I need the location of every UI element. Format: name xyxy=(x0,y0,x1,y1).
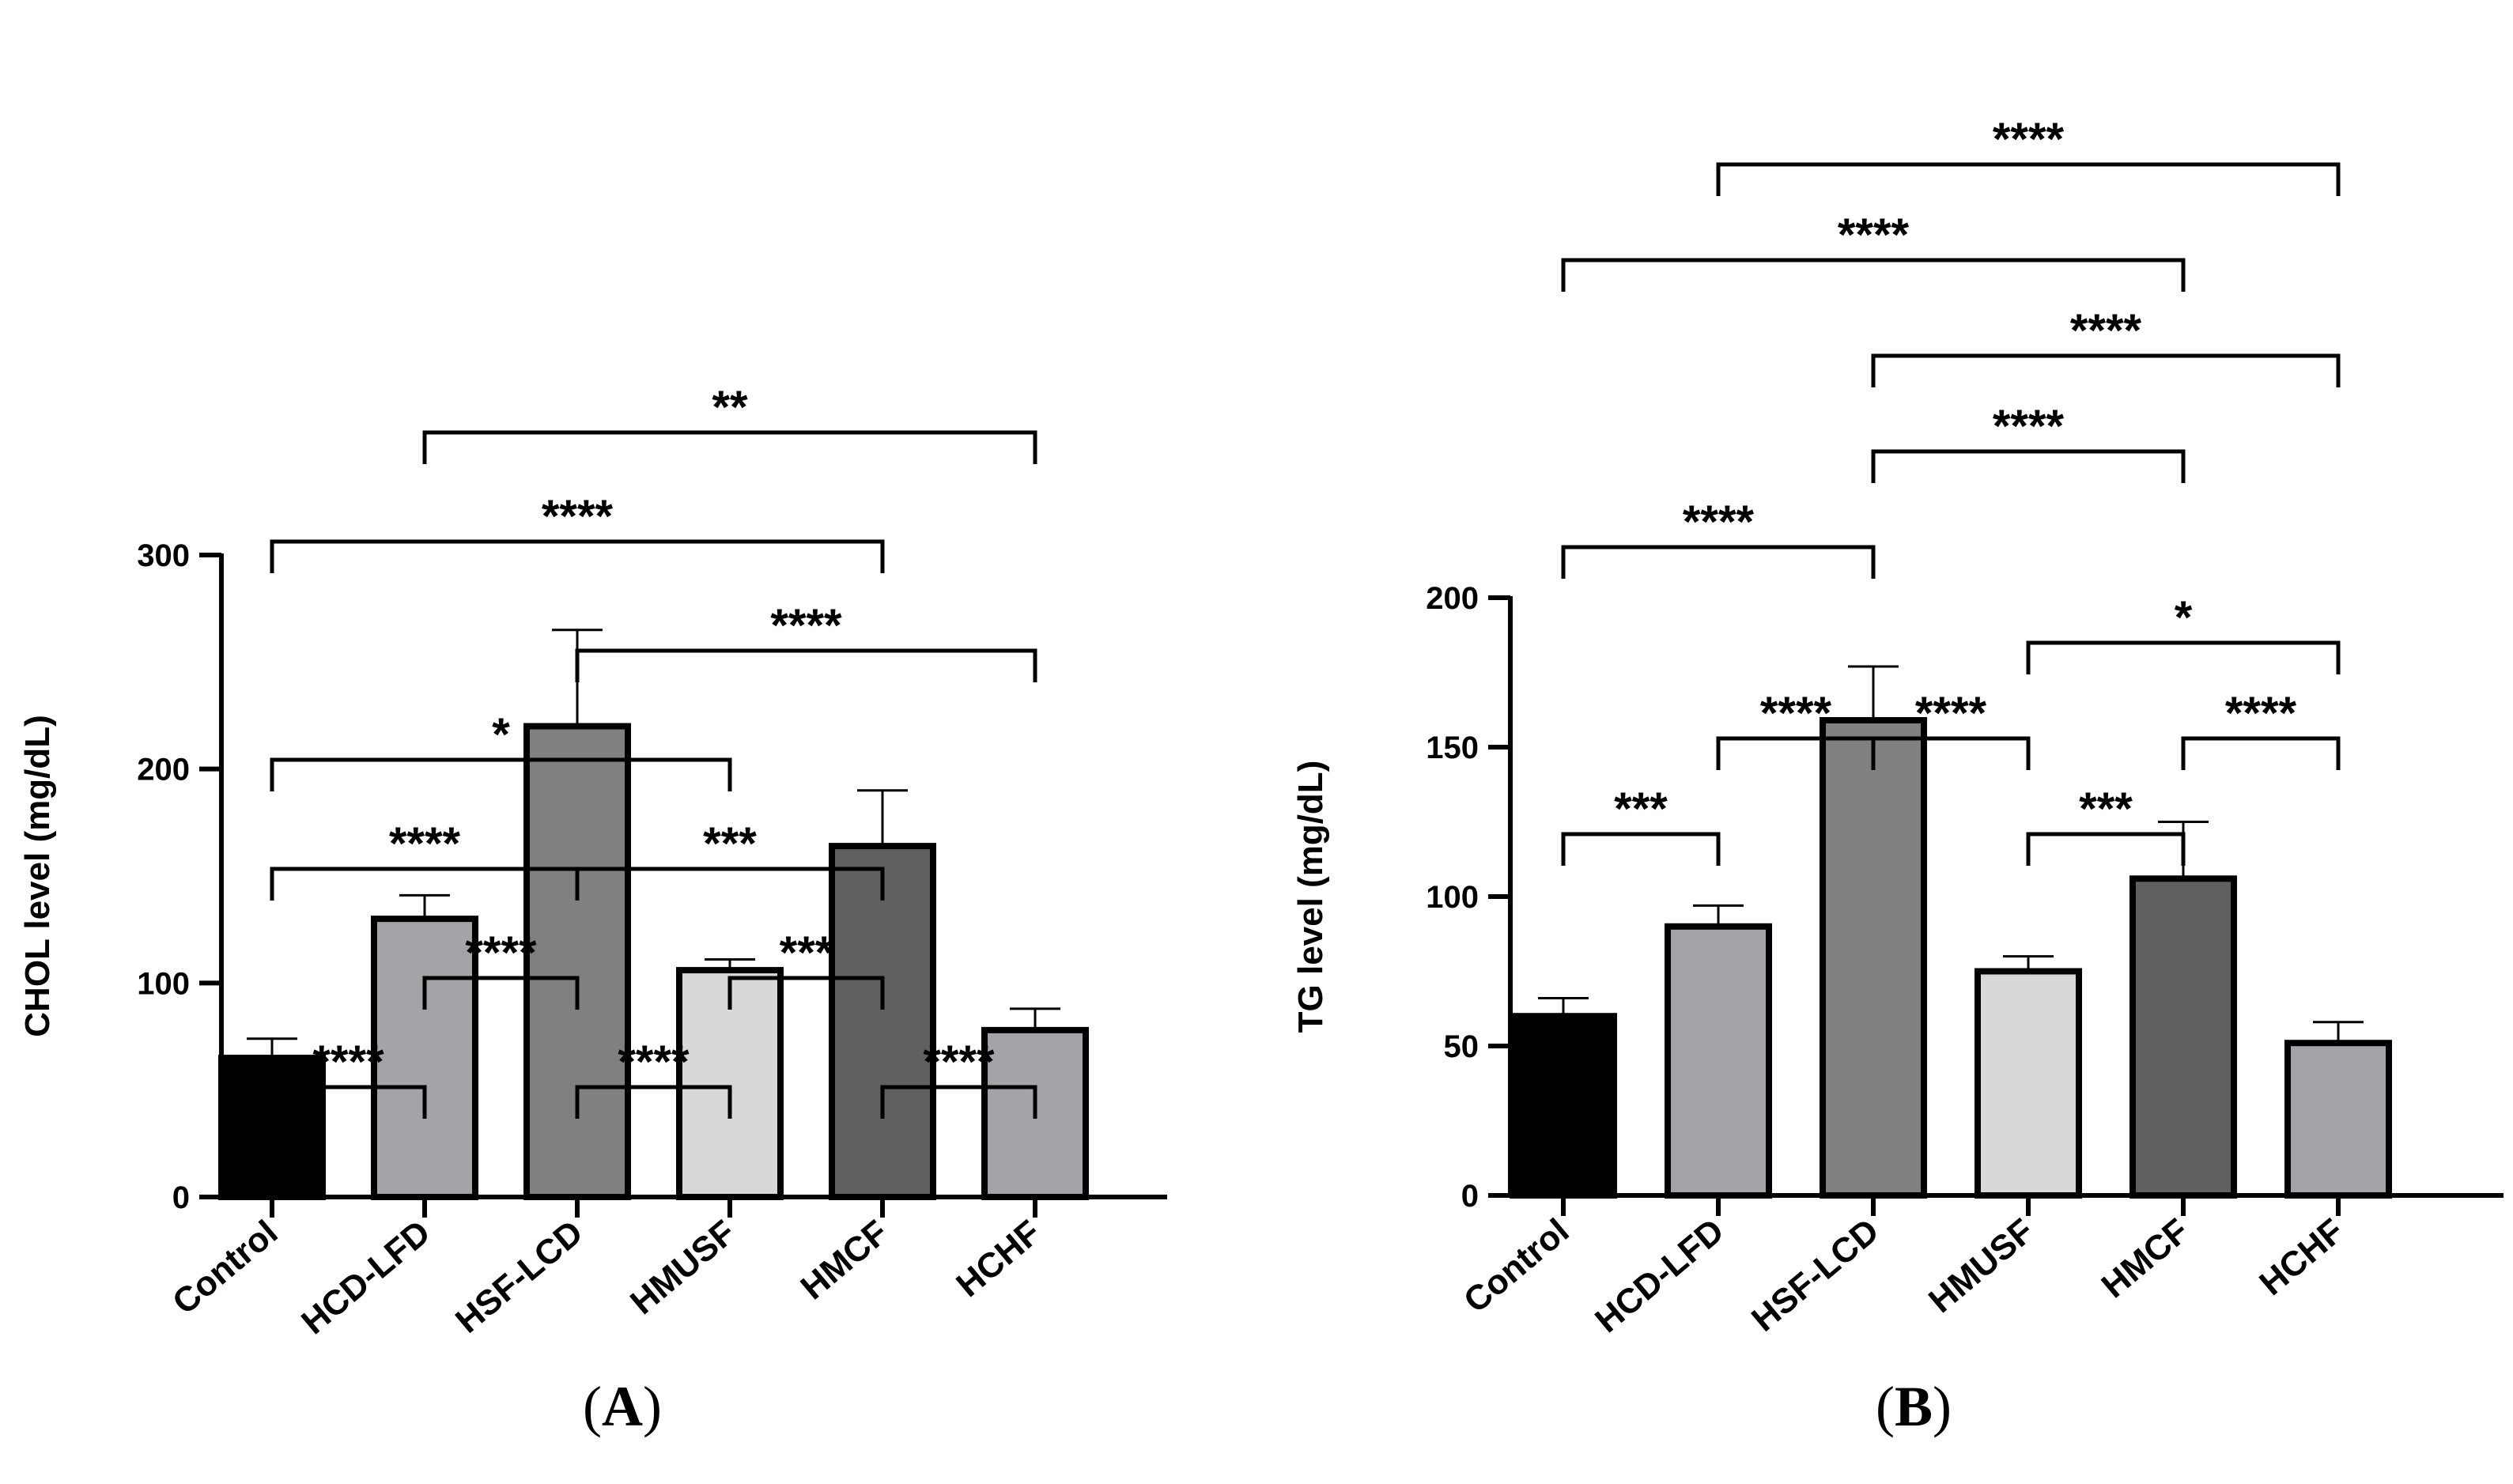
b-bar-hchf xyxy=(2284,1040,2392,1199)
b-significance-bracket xyxy=(1561,545,1876,579)
b-significance-label: **** xyxy=(1683,497,1755,548)
a-y-tick-label: 200 xyxy=(137,753,190,787)
a-significance-label: **** xyxy=(923,1037,995,1088)
b-significance-label: **** xyxy=(2070,305,2142,357)
chart-panel-b: 0 50 100 150 200 TG level (mg/dL) Control HCD-L… xyxy=(1291,114,2504,1340)
b-significance-label: **** xyxy=(2225,688,2297,739)
b-y-tick-label: 50 xyxy=(1444,1029,1479,1064)
b-y-tick-label: 100 xyxy=(1426,880,1479,915)
b-significance-bracket xyxy=(2026,640,2341,674)
a-bar-hmcf xyxy=(829,843,936,1201)
a-significance-label: ** xyxy=(712,382,748,433)
a-significance-label: **** xyxy=(770,600,842,651)
a-bar-hsf-lcd xyxy=(523,723,631,1200)
a-significance-bracket xyxy=(575,648,1037,682)
a-y-tick-label: 0 xyxy=(172,1180,190,1215)
a-significance-bracket xyxy=(727,976,885,1010)
b-significance-label: * xyxy=(2175,592,2193,644)
a-significance-bracket xyxy=(422,976,580,1010)
panel-label-b: (B) xyxy=(1876,1375,1952,1438)
a-x-tick-label: HCD-LFD xyxy=(294,1213,437,1342)
chart-panel-a: 0 100 200 300 CHOL level (mg/dL) Control HCD-L… xyxy=(18,382,1167,1342)
b-significance-bracket xyxy=(1871,736,2031,770)
b-significance-bracket xyxy=(2181,736,2341,770)
a-significance-bracket xyxy=(270,539,885,573)
b-significance-bracket xyxy=(1871,449,2186,483)
b-bar-hsf-lcd xyxy=(1820,716,1927,1199)
b-bar-hmcf xyxy=(2129,875,2237,1199)
b-bar-hmusf xyxy=(1974,968,2082,1199)
b-bar-control xyxy=(1510,1013,1617,1199)
a-significance-bracket xyxy=(880,1085,1037,1119)
a-significance-bracket xyxy=(575,1085,732,1119)
b-significance-label: **** xyxy=(1915,688,1987,739)
b-significance-bracket xyxy=(2026,832,2186,866)
a-significance-label: *** xyxy=(780,927,833,979)
a-x-tick-label: HMCF xyxy=(794,1213,896,1307)
b-significance-label: **** xyxy=(1838,210,1910,261)
b-y-tick-label: 200 xyxy=(1426,581,1479,616)
b-x-tick-label: HSF-LCD xyxy=(1744,1211,1886,1339)
b-significance-label: *** xyxy=(1614,784,1668,835)
a-significance-bracket xyxy=(270,1085,427,1119)
a-significance-bracket xyxy=(575,867,885,901)
a-bar-hcd-lfd xyxy=(371,916,478,1200)
b-significance-label: *** xyxy=(2079,784,2133,835)
b-significance-label: **** xyxy=(1993,401,2065,452)
b-x-tick-label: HMCF xyxy=(2095,1211,2197,1305)
a-y-tick-label: 100 xyxy=(137,966,190,1001)
b-y-tick-label: 0 xyxy=(1461,1179,1479,1214)
b-significance-label: **** xyxy=(1760,688,1832,739)
a-bar-control xyxy=(218,1055,326,1200)
b-x-tick-label: HMUSF xyxy=(1922,1211,2041,1320)
a-significance-bracket xyxy=(270,757,732,791)
a-y-axis-title: CHOL level (mg/dL) xyxy=(18,715,57,1037)
b-significance-bracket xyxy=(1561,258,2186,292)
a-significance-bracket xyxy=(422,430,1037,464)
a-significance-label: **** xyxy=(312,1037,384,1088)
b-significance-label: **** xyxy=(1993,114,2065,165)
a-x-tick-label: HCHF xyxy=(949,1213,1048,1305)
b-x-tick-label: Control xyxy=(1457,1211,1576,1320)
a-significance-label: * xyxy=(492,709,510,761)
a-x-tick-label: HMUSF xyxy=(623,1213,743,1322)
b-significance-bracket xyxy=(1561,832,1721,866)
b-significance-bracket xyxy=(1716,162,2341,196)
a-significance-label: **** xyxy=(389,818,461,870)
b-x-tick-label: HCHF xyxy=(2252,1211,2351,1303)
a-significance-label: *** xyxy=(703,818,757,870)
a-significance-label: **** xyxy=(542,491,614,542)
a-x-tick-label: Control xyxy=(165,1213,285,1322)
a-significance-label: **** xyxy=(618,1037,690,1088)
b-y-tick-label: 150 xyxy=(1426,731,1479,765)
b-x-tick-label: HCD-LFD xyxy=(1588,1211,1731,1340)
b-bar-hcd-lfd xyxy=(1665,923,1772,1199)
panel-label-a: (A) xyxy=(583,1375,662,1438)
a-y-tick-label: 300 xyxy=(137,538,190,573)
b-y-axis-title: TG level (mg/dL) xyxy=(1291,761,1330,1033)
a-x-tick-label: HSF-LCD xyxy=(448,1213,590,1341)
a-significance-label: **** xyxy=(465,927,537,979)
b-significance-bracket xyxy=(1871,353,2341,387)
